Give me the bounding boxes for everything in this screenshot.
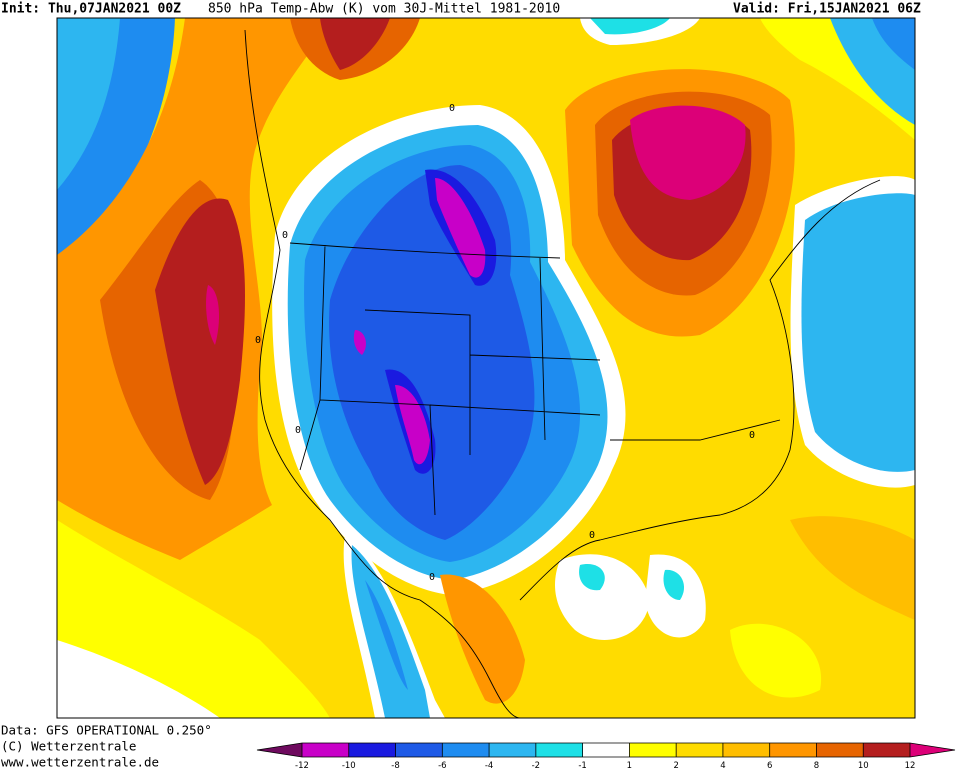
colorbar-segment <box>395 743 443 757</box>
contour-label: 0 <box>749 430 755 441</box>
map-frame <box>56 17 916 719</box>
colorbar-segment <box>629 743 677 757</box>
colorbar-label: -8 <box>391 761 399 771</box>
colorbar-label: 4 <box>720 761 725 771</box>
colorbar-segment <box>816 743 864 757</box>
colorbar-label: -10 <box>342 761 356 771</box>
colorbar-segment <box>863 743 910 757</box>
contour-label: 0 <box>449 103 455 114</box>
colorbar-segment <box>442 743 490 757</box>
footer-line: (C) Wetterzentrale <box>1 739 136 754</box>
colorbar-label: 8 <box>814 761 819 771</box>
valid-label: Valid: Fri,15JAN2021 06Z <box>733 2 921 17</box>
init-label: Init: Thu,07JAN2021 00Z <box>1 2 181 17</box>
map <box>57 18 915 718</box>
colorbar-segment <box>535 743 583 757</box>
colorbar-label: -1 <box>578 761 586 771</box>
colorbar-label: -4 <box>485 761 493 771</box>
footer-line: Data: GFS OPERATIONAL 0.250° <box>1 723 212 738</box>
contour-label: 0 <box>589 530 595 541</box>
colorbar-segment <box>348 743 396 757</box>
colorbar-label: 2 <box>673 761 678 771</box>
colorbar-label: 1 <box>627 761 632 771</box>
contour-label: 0 <box>429 572 435 583</box>
colorbar-label: 10 <box>858 761 869 771</box>
colorbar-label: 12 <box>905 761 916 771</box>
colorbar-label: 6 <box>767 761 772 771</box>
colorbar-label: -6 <box>438 761 446 771</box>
contour-labels: 0 0 0 0 0 0 0 <box>255 103 755 583</box>
contour-label: 0 <box>282 230 288 241</box>
colorbar-segment <box>582 743 630 757</box>
map-title: 850 hPa Temp-Abw (K) vom 30J-Mittel 1981… <box>208 2 560 17</box>
colorbar-segment <box>302 743 349 757</box>
colorbar-segment <box>910 743 955 757</box>
contour-label: 0 <box>295 425 301 436</box>
colorbar-label: -12 <box>295 761 309 771</box>
contour-label: 0 <box>255 335 261 346</box>
colorbar-segment <box>722 743 770 757</box>
colorbar-segment <box>257 743 302 757</box>
colorbar-segment <box>489 743 536 757</box>
colorbar-segment <box>769 743 817 757</box>
colorbar: -12 -10 -8 -6 -4 -2 -1 1 2 4 6 8 10 12 <box>256 742 956 771</box>
colorbar-segment <box>676 743 723 757</box>
colorbar-label: -2 <box>532 761 540 771</box>
footer-line: www.wetterzentrale.de <box>1 755 159 770</box>
